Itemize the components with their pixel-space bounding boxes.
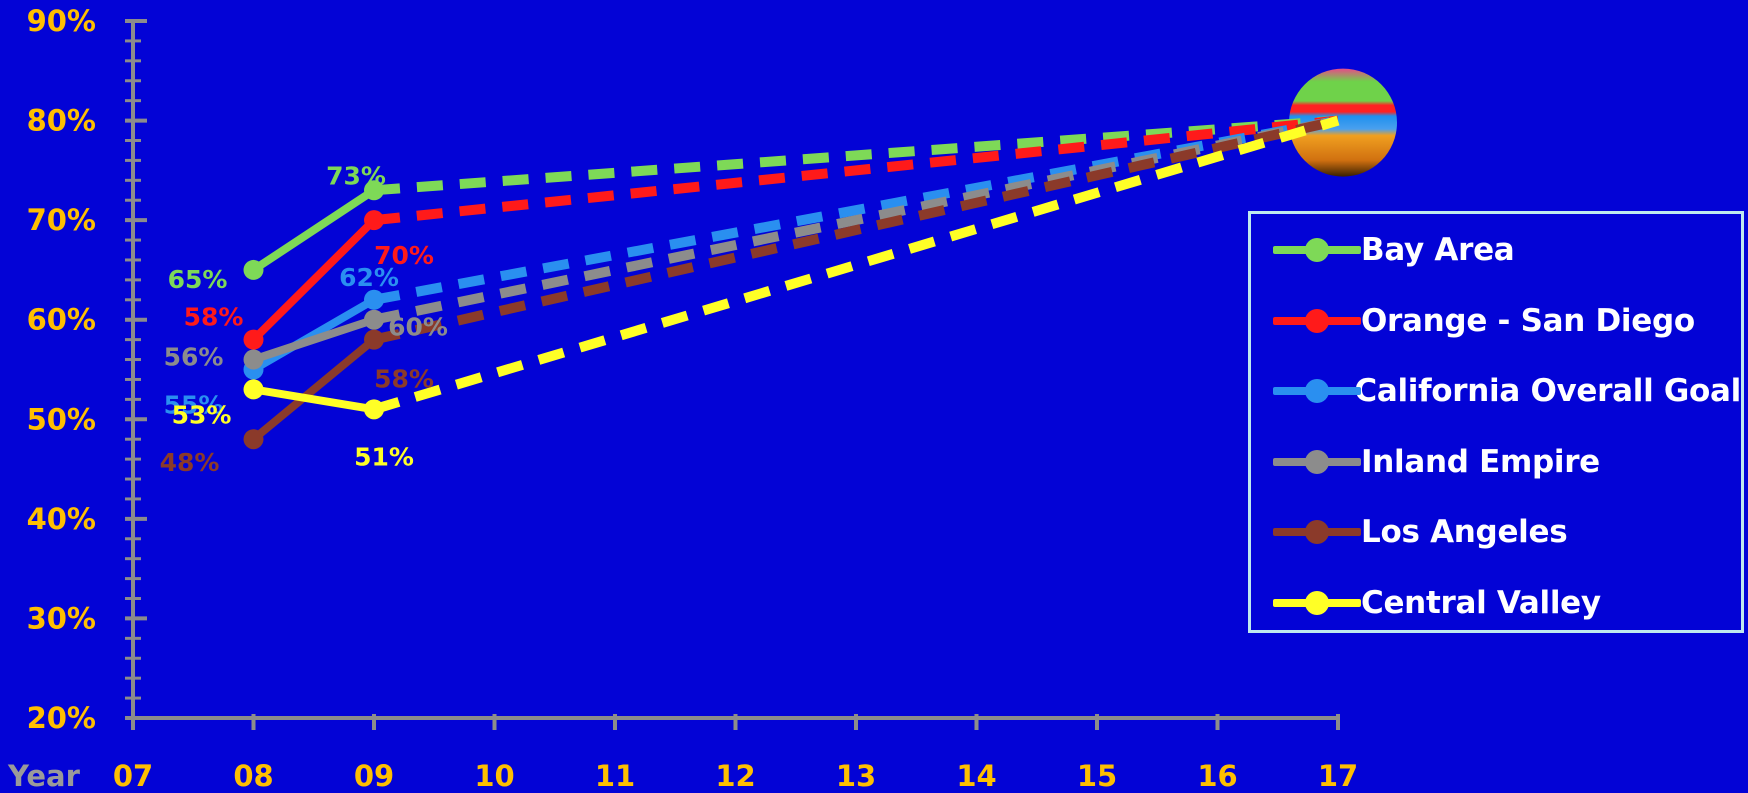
data-label: 58%: [184, 303, 244, 332]
legend-item: Central Valley: [1251, 583, 1741, 623]
x-tick-label: 13: [836, 759, 876, 793]
x-tick-label: 08: [233, 759, 273, 793]
data-point: [364, 180, 384, 201]
data-label: 55%: [164, 391, 224, 420]
actual-line: [249, 385, 378, 414]
series-central-valley: [243, 115, 1340, 420]
x-tick-label: 11: [595, 759, 635, 793]
legend-swatch: [1273, 230, 1361, 270]
y-tick-label: 80%: [27, 104, 96, 138]
x-tick-label: 12: [715, 759, 755, 793]
data-label: 65%: [168, 265, 228, 294]
x-axis-title: Year: [7, 759, 81, 793]
y-tick-label: 50%: [27, 402, 96, 436]
legend-swatch-marker: [1305, 238, 1329, 262]
data-label: 70%: [374, 241, 434, 270]
data-point: [364, 289, 384, 310]
legend-swatch: [1273, 512, 1361, 552]
data-point: [364, 309, 384, 330]
projection-line: [373, 115, 1339, 196]
series-orange-san-diego: [243, 115, 1339, 350]
data-label: 60%: [388, 313, 448, 342]
legend-swatch-marker: [1305, 379, 1329, 403]
legend-label: Bay Area: [1361, 232, 1515, 268]
x-tick-label: 15: [1077, 759, 1117, 793]
data-label: 51%: [354, 442, 414, 471]
y-tick-label: 20%: [27, 701, 96, 735]
legend-swatch-marker: [1305, 590, 1329, 615]
legend-item: Orange - San Diego: [1251, 301, 1741, 341]
data-label: 56%: [164, 343, 224, 372]
x-tick-label: 16: [1197, 759, 1237, 793]
projection-line: [372, 115, 1340, 415]
projection-line: [372, 115, 1340, 345]
actual-line: [249, 186, 378, 274]
x-tick-label: 07: [113, 759, 153, 793]
legend-swatch-marker: [1305, 520, 1329, 544]
data-label: 58%: [374, 365, 434, 394]
axes: 20% 30% 40% 50% 60% 70% 80% 90% 07 08 09 10 11 12 13 14…: [7, 4, 1358, 793]
series-los-angeles: [243, 115, 1340, 450]
actual-line: [249, 216, 378, 344]
x-tick-label: 17: [1318, 759, 1358, 793]
data-label: 48%: [160, 448, 220, 477]
x-tick-label: 14: [956, 759, 996, 793]
legend-item: Bay Area: [1251, 230, 1741, 270]
data-label: 62%: [339, 263, 399, 292]
actual-line: [249, 315, 378, 364]
data-point: [243, 329, 264, 350]
y-tick-label: 90%: [27, 4, 96, 38]
x-tick-label: 10: [474, 759, 514, 793]
data-label: 73%: [326, 161, 386, 190]
data-point: [364, 329, 384, 350]
legend-label: Orange - San Diego: [1361, 302, 1695, 339]
legend-swatch: [1273, 301, 1361, 341]
series-bay-area: [243, 115, 1339, 280]
legend-item: Inland Empire: [1251, 442, 1741, 482]
y-tick-label: 40%: [27, 502, 96, 536]
data-point: [364, 399, 384, 420]
projection-line: [373, 115, 1339, 226]
legend-swatch: [1273, 371, 1361, 411]
goal-circle: [1289, 68, 1397, 177]
data-point: [364, 210, 384, 231]
series-group: [243, 115, 1340, 450]
legend-label: California Overall Goal: [1354, 373, 1741, 409]
data-labels: 65% 73% 58% 70% 55% 62% 56% 60% 48% 58% 53% 51%: [160, 161, 448, 477]
y-tick-label: 70%: [27, 203, 96, 237]
legend-item: California Overall Goal: [1251, 371, 1741, 411]
legend-label: Los Angeles: [1361, 514, 1568, 550]
legend-item: Los Angeles: [1251, 512, 1741, 552]
legend-swatch-marker: [1305, 308, 1329, 333]
x-tick-label: 09: [354, 759, 394, 793]
data-point: [243, 349, 264, 370]
data-point: [243, 429, 264, 450]
y-tick-label: 60%: [27, 303, 96, 337]
data-point: [243, 379, 264, 400]
legend-label: Inland Empire: [1361, 443, 1600, 480]
legend-label: Central Valley: [1361, 584, 1601, 621]
actual-line: [249, 335, 378, 444]
legend-swatch-marker: [1305, 449, 1329, 474]
legend-swatch: [1273, 583, 1361, 623]
y-tick-label: 30%: [27, 601, 96, 635]
legend-swatch: [1273, 442, 1361, 482]
data-label: 53%: [172, 400, 232, 429]
goal-marker: [1289, 68, 1397, 177]
legend: Bay Area Orange - San Diego California Ove…: [1248, 211, 1744, 633]
data-point: [243, 259, 264, 280]
actual-line: [249, 295, 378, 374]
